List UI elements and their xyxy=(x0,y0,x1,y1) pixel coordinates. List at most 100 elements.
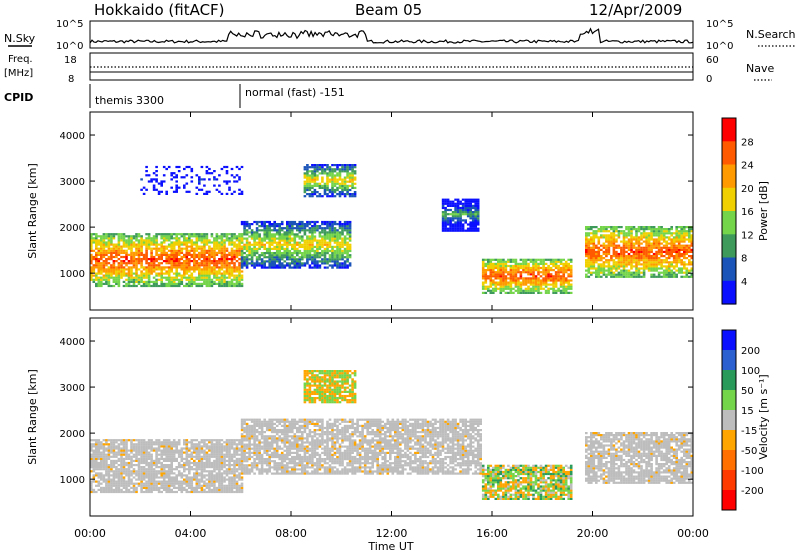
power-cell-2985 xyxy=(562,264,565,268)
power-cell-2179 xyxy=(326,184,329,187)
power-cell-2030 xyxy=(343,220,347,224)
power-cell-3375 xyxy=(627,240,631,243)
velocity-cell-767 xyxy=(177,449,181,452)
power-cell-1286 xyxy=(243,252,246,255)
power-cell-3212 xyxy=(607,248,611,251)
velocity-cell-449 xyxy=(142,486,146,489)
velocity-cell-759 xyxy=(177,472,181,475)
power-cell-1478 xyxy=(270,254,274,257)
velocity-cell-630 xyxy=(162,474,166,477)
power-cell-1084 xyxy=(220,247,224,250)
power-cell-2141 xyxy=(316,170,319,173)
power-cell-1029 xyxy=(215,276,219,279)
power-cell-2678 xyxy=(507,273,510,276)
power-cell-1983 xyxy=(338,245,342,248)
power-cell-735 xyxy=(180,276,184,279)
power-cell-178 xyxy=(110,251,113,254)
power-cell-3390 xyxy=(630,257,633,260)
power-cell-1585 xyxy=(286,262,289,265)
power-cell-1594 xyxy=(286,241,289,244)
power-cell-1776 xyxy=(311,247,314,250)
power-cell-2608 xyxy=(494,266,498,270)
power-cell-3771 xyxy=(677,271,681,274)
power-cell-2714 xyxy=(514,283,518,286)
power-cell-3814 xyxy=(683,265,686,268)
power-cell-1955 xyxy=(336,264,339,267)
power-cell-588 xyxy=(162,276,166,279)
power-cell-687 xyxy=(172,233,176,236)
power-cell-1443 xyxy=(265,233,269,236)
velocity-cell-317 xyxy=(125,453,128,456)
power-cell-484 xyxy=(147,241,151,244)
power-cell-2825 xyxy=(534,289,538,292)
power-cell-3689 xyxy=(665,230,668,233)
power-cell-2927 xyxy=(552,264,555,268)
power-cell-1550 xyxy=(280,266,284,269)
power-cell-3400 xyxy=(630,234,633,237)
power-cell-2299 xyxy=(348,164,352,167)
power-cell-2321 xyxy=(353,172,357,175)
velocity-cell-207 xyxy=(112,449,116,452)
power-cell-2055 xyxy=(348,249,352,253)
power-cell-3998 xyxy=(225,170,229,173)
power-cell-1160 xyxy=(230,272,234,275)
power-cell-1705 xyxy=(301,245,304,248)
power-cell-3604 xyxy=(655,242,658,245)
power-cell-128 xyxy=(105,272,108,275)
power-cell-3104 xyxy=(592,240,596,243)
power-cell-1092 xyxy=(223,284,226,288)
power-cell-1457 xyxy=(268,249,271,253)
power-cell-1227 xyxy=(238,268,241,271)
power-cell-2109 xyxy=(311,191,314,194)
power-cell-2441 xyxy=(461,211,465,214)
velocity-cell-414 xyxy=(137,457,141,460)
power-cell-662 xyxy=(170,243,173,246)
power-cell-2633 xyxy=(499,275,503,278)
velocity-cell-164 xyxy=(107,447,111,450)
power-cell-2760 xyxy=(522,271,525,274)
velocity-cell-273 xyxy=(120,453,123,456)
power-cell-4011 xyxy=(235,165,239,169)
power-cell-397 xyxy=(137,258,141,261)
power-cell-2227 xyxy=(336,188,339,192)
power-cell-2133 xyxy=(313,164,317,167)
power-cell-3847 xyxy=(685,230,689,233)
velocity-cell-32 xyxy=(92,455,96,458)
power-cell-3844 xyxy=(685,238,689,241)
power-cell-1564 xyxy=(280,229,284,232)
power-cell-308 xyxy=(127,276,131,279)
velocity-cell-451 xyxy=(142,482,146,485)
power-cell-2210 xyxy=(331,172,334,175)
power-cell-3878 xyxy=(690,244,694,247)
power-cell-1372 xyxy=(255,243,259,246)
power-cell-1047 xyxy=(218,284,221,288)
power-cell-925 xyxy=(203,266,206,269)
power-cell-648 xyxy=(170,276,173,279)
power-cell-1959 xyxy=(336,256,339,259)
power-cell-2237 xyxy=(338,195,342,198)
velocity-cell-666 xyxy=(165,443,168,446)
velocity-cell-46 xyxy=(95,464,98,467)
power-cell-3409 xyxy=(632,261,636,264)
power-cell-3014 xyxy=(569,291,573,294)
power-cell-924 xyxy=(203,268,206,271)
power-cell-110 xyxy=(102,260,106,263)
power-cell-3588 xyxy=(652,230,656,233)
velocity-cell-117 xyxy=(102,449,106,452)
velocity-cell-170 xyxy=(110,486,113,489)
power-cell-3741 xyxy=(672,248,676,251)
power-cell-2 xyxy=(90,274,93,277)
power-cell-3717 xyxy=(670,261,673,264)
power-cell-278 xyxy=(122,249,126,252)
power-cell-2538 xyxy=(481,271,485,274)
power-cell-527 xyxy=(155,282,158,285)
power-cell-1969 xyxy=(336,235,339,238)
power-cell-514 xyxy=(152,266,156,269)
velocity-cell-648 xyxy=(165,486,168,489)
power-cell-235 xyxy=(117,264,121,267)
power-cell-1864 xyxy=(323,252,327,255)
velocity-cell-889 xyxy=(195,482,199,485)
velocity-cell-194 xyxy=(112,480,116,483)
power-cell-1882 xyxy=(326,252,329,255)
power-cell-543 xyxy=(155,241,158,244)
